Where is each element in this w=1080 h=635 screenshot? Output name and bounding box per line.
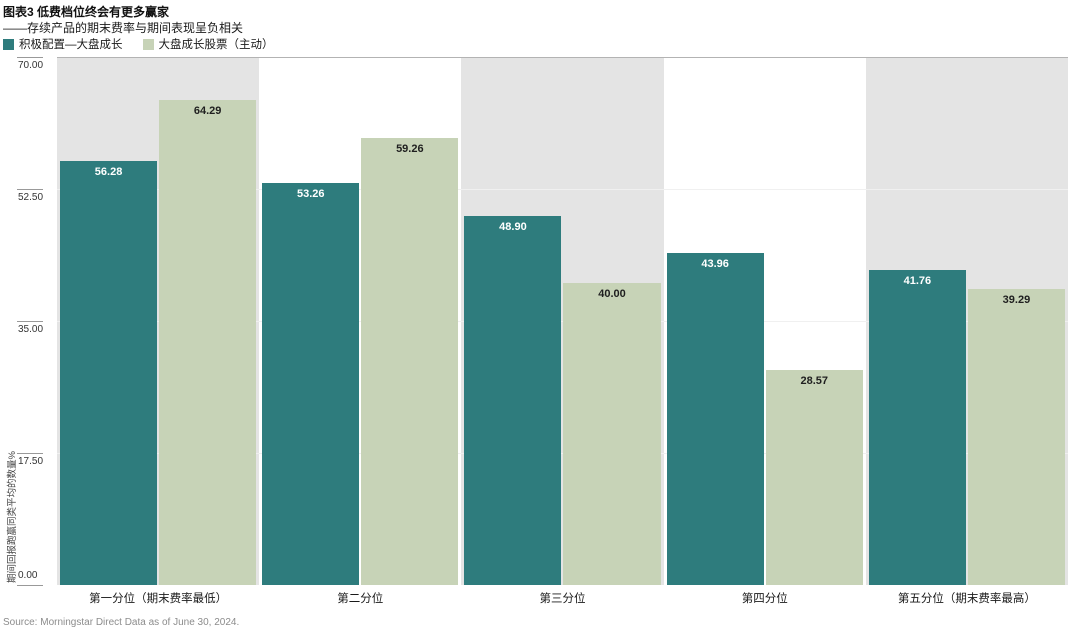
y-axis-title: 期间回报跑赢同类平均的数量% xyxy=(7,451,18,583)
gridline xyxy=(57,57,1068,58)
bar-value-label: 53.26 xyxy=(296,188,325,201)
bar-value-label: 43.96 xyxy=(701,258,729,271)
gridline xyxy=(57,189,1068,190)
x-axis-label: 第五分位（期末费率最高） xyxy=(897,593,1036,605)
bar-group: 41.76 39.29 xyxy=(866,57,1068,585)
bar-value-label: 41.76 xyxy=(903,275,932,288)
y-tick-mark xyxy=(17,57,43,58)
bar-value-label: 28.57 xyxy=(800,374,828,387)
gridline xyxy=(57,321,1068,322)
bar-value-label: 48.90 xyxy=(499,221,527,234)
bar-积极配置—大盘成长: 41.76 xyxy=(868,270,966,585)
bar-group: 53.26 59.26 xyxy=(259,57,461,585)
bar-积极配置—大盘成长: 43.96 xyxy=(666,253,764,585)
y-tick-mark xyxy=(17,453,43,454)
y-tick-mark xyxy=(17,189,43,190)
bar-group: 48.90 40.00 xyxy=(461,57,663,585)
y-tick-label: 35.00 xyxy=(18,324,44,335)
y-tick-mark xyxy=(17,585,43,586)
bar-value-label: 56.28 xyxy=(94,165,123,178)
y-tick-label: 0.00 xyxy=(18,570,38,581)
legend-swatch-green-icon xyxy=(142,38,154,50)
y-tick-label: 70.00 xyxy=(18,60,44,71)
legend: 积极配置—大盘成长 大盘成长股票（主动） xyxy=(3,37,274,51)
y-tick-mark xyxy=(17,321,43,322)
bar-积极配置—大盘成长: 48.90 xyxy=(464,216,562,585)
x-axis-label: 第二分位 xyxy=(337,593,384,605)
legend-item-active-allocation: 积极配置—大盘成长 xyxy=(3,36,123,52)
y-tick-label: 17.50 xyxy=(18,456,44,467)
bar-group: 56.28 64.29 xyxy=(57,57,259,585)
y-tick-label: 52.50 xyxy=(18,192,44,203)
bar-group: 43.96 28.57 xyxy=(664,57,866,585)
x-axis: 第一分位（期末费率最低） 第二分位 第三分位 第四分位 第五分位（期末费率最高） xyxy=(57,590,1068,606)
source-note: Source: Morningstar Direct Data as of Ju… xyxy=(3,617,240,628)
plot-area: 56.28 64.29 53.26 59.26 48.90 40.00 43.96 28.57… xyxy=(57,57,1068,585)
x-axis-label: 第一分位（期末费率最低） xyxy=(89,593,228,605)
chart-subtitle: ——存续产品的期末费率与期间表现呈负相关 xyxy=(3,21,244,35)
bar-大盘成长股票（主动）: 28.57 xyxy=(765,369,863,585)
bar-大盘成长股票（主动）: 59.26 xyxy=(361,138,459,585)
chart-title: 图表3 低费档位终会有更多赢家 xyxy=(3,5,170,19)
bar-积极配置—大盘成长: 53.26 xyxy=(262,183,360,585)
bar-value-label: 59.26 xyxy=(396,143,424,156)
x-axis-label: 第四分位 xyxy=(741,593,788,605)
x-axis-label: 第三分位 xyxy=(539,593,586,605)
legend-label: 大盘成长股票（主动） xyxy=(158,39,274,51)
bar-value-label: 39.29 xyxy=(1002,293,1031,306)
bar-大盘成长股票（主动）: 64.29 xyxy=(159,100,257,585)
bar-积极配置—大盘成长: 56.28 xyxy=(60,160,158,585)
gridline xyxy=(57,453,1068,454)
legend-swatch-teal-icon xyxy=(3,38,14,50)
bar-大盘成长股票（主动）: 39.29 xyxy=(967,288,1065,585)
bar-大盘成长股票（主动）: 40.00 xyxy=(563,283,661,585)
legend-item-large-growth-active: 大盘成长股票（主动） xyxy=(142,36,274,52)
bar-value-label: 40.00 xyxy=(598,288,626,301)
legend-label: 积极配置—大盘成长 xyxy=(19,39,123,51)
bar-value-label: 64.29 xyxy=(193,105,222,118)
